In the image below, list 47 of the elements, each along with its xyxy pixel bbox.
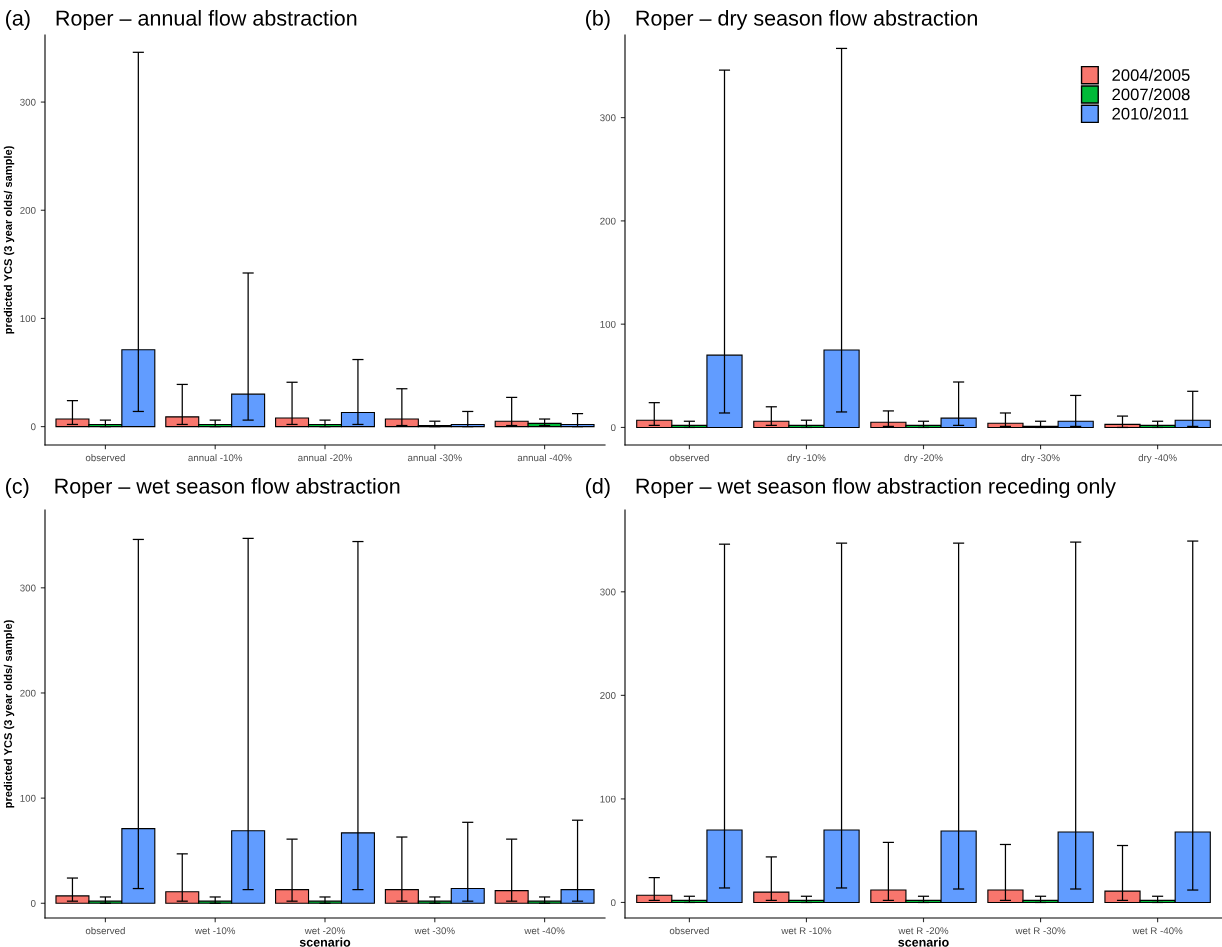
legend-label: 2010/2011: [1112, 107, 1189, 120]
y-tick-label: 0: [610, 424, 616, 432]
y-tick-label: 100: [20, 794, 36, 802]
y-tick-label: 300: [600, 588, 616, 596]
x-tick-label: observed: [669, 927, 709, 935]
x-tick-label: wet -20%: [304, 927, 345, 935]
y-tick-label: 200: [20, 689, 36, 697]
y-tick-label: 200: [20, 206, 36, 214]
y-tick-label: 300: [600, 114, 616, 122]
y-tick-label: 0: [610, 899, 616, 907]
x-tick-label: observed: [85, 927, 125, 935]
y-tick-label: 200: [600, 217, 616, 225]
y-tick-label: 0: [30, 423, 36, 431]
x-tick-label: wet R -10%: [781, 927, 832, 935]
x-axis-title: scenario: [898, 937, 949, 947]
legend-label: 2007/2008: [1112, 88, 1190, 101]
y-tick-label: 100: [20, 315, 36, 323]
y-tick-label: 200: [600, 692, 616, 699]
x-tick-label: observed: [85, 454, 125, 462]
chart-title: (d) Roper – wet season flow abstraction receding only: [586, 477, 1116, 499]
y-tick-label: 300: [20, 584, 36, 592]
chart-title: (a) Roper – annual flow abstraction: [6, 9, 357, 31]
x-tick-label: dry -40%: [1138, 454, 1177, 464]
y-tick-label: 100: [600, 795, 616, 803]
x-tick-label: wet -40%: [524, 927, 565, 935]
x-tick-label: wet -30%: [414, 927, 455, 935]
x-tick-label: wet R -40%: [1132, 927, 1183, 935]
x-tick-label: dry -20%: [904, 454, 943, 464]
y-axis-title: predicted YCS (3 year olds/ sample): [3, 146, 15, 334]
legend-label: 2004/2005: [1112, 68, 1190, 81]
x-tick-label: dry -30%: [1021, 454, 1060, 464]
chart-title: (c) Roper – wet season flow abstraction: [6, 477, 400, 499]
x-tick-label: annual -30%: [407, 454, 462, 462]
x-tick-label: annual -20%: [298, 454, 352, 462]
x-tick-label: observed: [669, 454, 709, 462]
y-tick-label: 300: [20, 98, 36, 106]
y-tick-label: 0: [30, 900, 36, 907]
x-axis-title: scenario: [299, 937, 351, 947]
chart-title: (b) Roper – dry season flow abstraction: [586, 9, 977, 31]
y-axis-title: predicted YCS (3 year olds/ sample): [3, 620, 15, 808]
x-tick-label: wet R -30%: [1015, 927, 1066, 935]
x-tick-label: wet -10%: [194, 927, 236, 935]
x-tick-label: annual -40%: [517, 454, 572, 462]
x-tick-label: wet R -20%: [898, 927, 949, 935]
y-tick-label: 100: [600, 320, 616, 328]
x-tick-label: dry -10%: [787, 454, 826, 464]
x-tick-label: annual -10%: [188, 454, 243, 462]
